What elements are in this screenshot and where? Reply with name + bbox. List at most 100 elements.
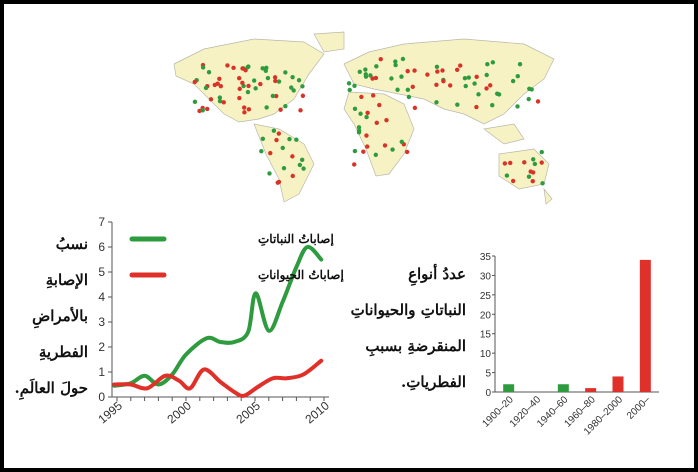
occurrence-dot [246, 83, 251, 89]
occurrence-dot [359, 94, 364, 100]
occurrence-dot [539, 149, 544, 155]
occurrence-dot [203, 85, 209, 91]
occurrence-dot [382, 143, 388, 148]
occurrence-dot [370, 93, 376, 98]
occurrence-dot [289, 85, 294, 90]
occurrence-dot [274, 137, 279, 143]
occurrence-dot [474, 74, 479, 80]
occurrence-dot [260, 136, 266, 141]
occurrence-dot [463, 83, 468, 89]
occurrence-dot [377, 102, 382, 108]
occurrence-dot [217, 95, 223, 100]
occurrence-dot [363, 74, 369, 79]
occurrence-dot [221, 100, 226, 105]
occurrence-dot [490, 103, 495, 108]
continent-shape [313, 31, 345, 53]
occurrence-dot [364, 133, 369, 138]
caption-line: نسبُ [55, 235, 88, 253]
occurrence-dot [192, 99, 198, 105]
occurrence-dot [290, 173, 295, 179]
occurrence-dot [508, 160, 513, 166]
occurrence-dot [515, 104, 520, 109]
legend-label: إصاباتُ النباتاتِ [258, 232, 334, 247]
occurrence-dot [435, 69, 440, 74]
occurrence-dot [347, 87, 352, 93]
occurrence-dot [404, 149, 410, 155]
occurrence-dot [291, 88, 296, 93]
occurrence-dot [215, 81, 220, 86]
occurrence-dot [466, 75, 471, 80]
occurrence-dot [476, 92, 481, 97]
occurrence-dot [540, 181, 545, 186]
occurrence-dot [300, 93, 306, 98]
continent-shape [253, 123, 315, 203]
occurrence-dot [217, 98, 223, 104]
left-caption: نسبُ الإصابةِ بالأمراضِ الفطريةِ حولَ ال… [15, 226, 88, 406]
occurrence-dot [245, 89, 251, 95]
occurrence-dot [225, 63, 230, 68]
occurrence-dot [495, 91, 500, 96]
occurrence-dot [412, 68, 417, 73]
occurrence-dot [356, 125, 362, 130]
occurrence-dot [393, 59, 398, 64]
occurrence-dot [526, 174, 532, 179]
bar [612, 376, 624, 392]
occurrence-dot [374, 64, 379, 69]
world-map [173, 31, 555, 205]
occurrence-dot [441, 78, 446, 84]
occurrence-dot [352, 148, 358, 154]
occurrence-dot [299, 157, 305, 163]
occurrence-dot [455, 102, 460, 107]
occurrence-dot [276, 131, 282, 136]
occurrence-dot [484, 86, 489, 91]
occurrence-dot [265, 75, 271, 81]
y-tick-label: 7 [98, 215, 105, 229]
caption-line: الفطرياتِ. [401, 373, 466, 391]
occurrence-dot [274, 93, 279, 99]
occurrence-dot [283, 70, 288, 75]
occurrence-dot [395, 87, 400, 92]
occurrence-dot [352, 83, 357, 89]
occurrence-dot [297, 162, 303, 168]
occurrence-dot [192, 79, 197, 85]
occurrence-dot [358, 111, 363, 116]
y-tick-label: 10 [480, 349, 492, 360]
y-tick-label: 1 [98, 365, 105, 379]
occurrence-dot [272, 75, 278, 80]
occurrence-dot [200, 65, 206, 70]
occurrence-dot [530, 179, 535, 184]
occurrence-dot [271, 128, 277, 133]
occurrence-dot [251, 78, 257, 83]
occurrence-dot [434, 64, 440, 70]
continent-shape [483, 123, 525, 145]
occurrence-dot [425, 72, 430, 77]
occurrence-dot [283, 103, 288, 109]
occurrence-dot [440, 68, 445, 73]
caption-line: حولَ العالَمِ. [14, 379, 88, 397]
occurrence-dot [346, 81, 352, 86]
occurrence-dot [393, 62, 398, 68]
bar [557, 384, 569, 392]
occurrence-dot [206, 70, 212, 75]
occurrence-dot [237, 86, 242, 92]
occurrence-dot [356, 128, 362, 133]
bar [503, 384, 515, 392]
occurrence-dot [434, 100, 439, 105]
occurrence-dot [515, 74, 520, 79]
occurrence-dot [280, 145, 285, 151]
occurrence-dot [278, 107, 283, 112]
occurrence-dot [399, 74, 404, 79]
series-line [112, 358, 324, 398]
y-tick-label: 20 [480, 310, 492, 321]
occurrence-dot [527, 86, 532, 91]
caption-line: عددُ أنواعِ [408, 265, 466, 283]
occurrence-dot [268, 150, 273, 156]
occurrence-dot [267, 171, 272, 176]
occurrence-dot [389, 76, 394, 81]
occurrence-dot [363, 67, 368, 72]
occurrence-dot [484, 72, 489, 78]
series-line [112, 244, 324, 388]
occurrence-dot [531, 157, 536, 162]
occurrence-dot [218, 83, 224, 89]
